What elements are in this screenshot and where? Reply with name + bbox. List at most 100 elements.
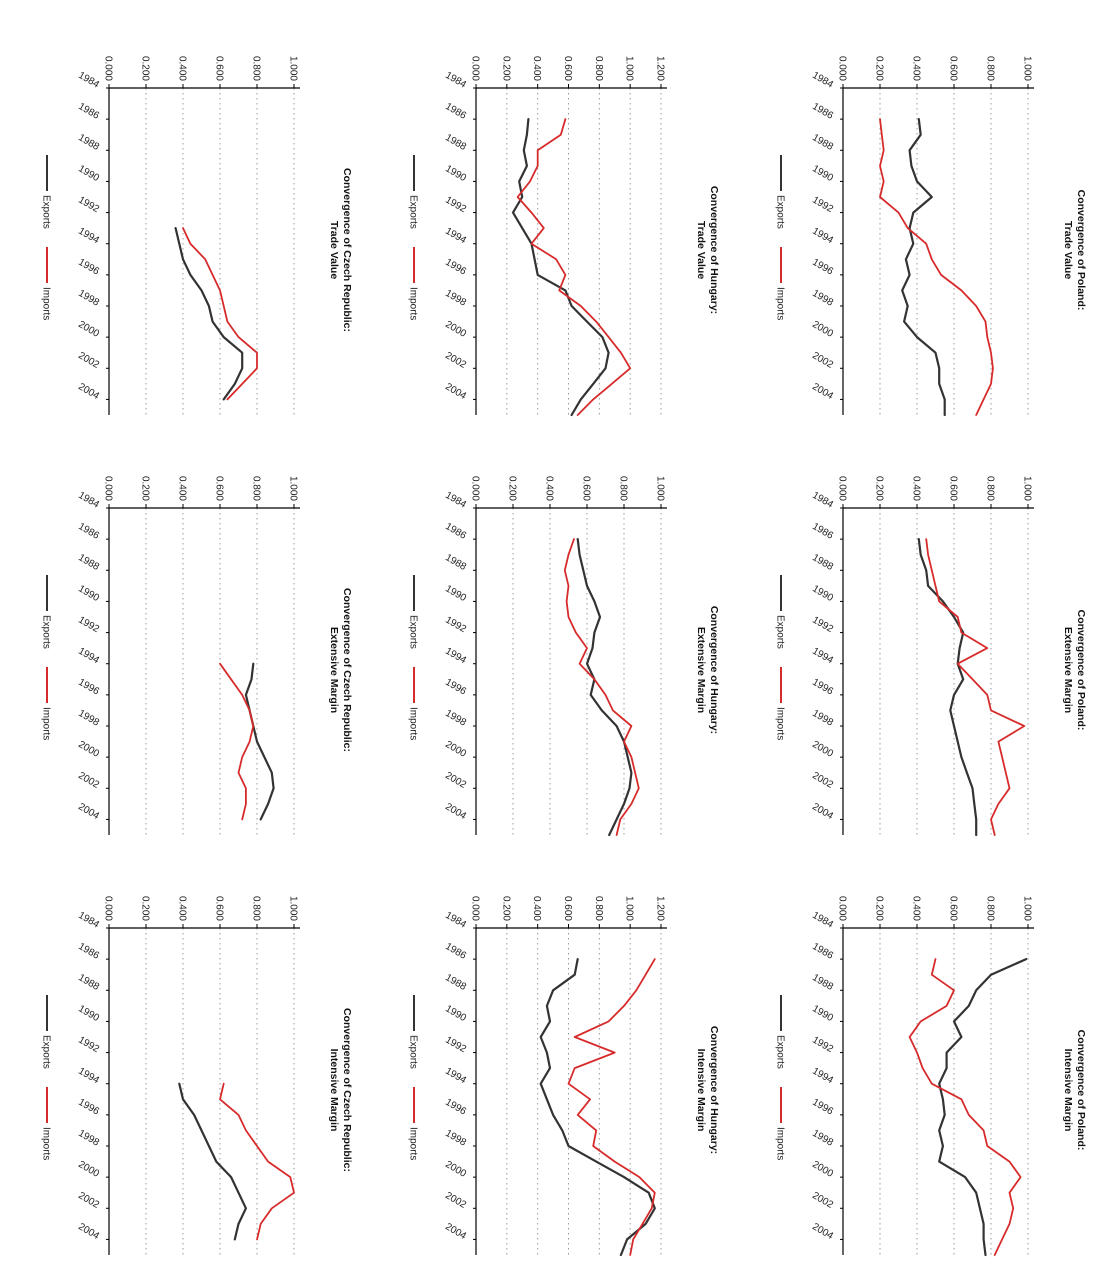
series-exports-line: [938, 958, 1028, 1257]
x-tick-label: 1994: [443, 1066, 468, 1087]
legend-exports-label: Exports: [41, 1035, 52, 1069]
series-exports-line: [576, 538, 633, 837]
x-tick-label: 1988: [76, 972, 101, 993]
y-tick-label: 1.000: [288, 896, 299, 921]
y-tick-label: 0.600: [562, 56, 573, 81]
y-tick-label: 0.400: [531, 56, 542, 81]
x-tick-label: 2002: [810, 1190, 835, 1211]
y-tick-label: 1.000: [288, 56, 299, 81]
chart-panel-2: Convergence of Poland:Extensive Margin 0.…: [775, 476, 1087, 837]
x-tick-label: 2002: [810, 350, 835, 371]
chart-panel-3: Convergence of Poland:Intensive Margin 0.…: [775, 896, 1087, 1257]
y-tick-label: 0.800: [985, 56, 996, 81]
series-imports-line: [516, 118, 632, 416]
chart-subtitle: Extensive Margin: [695, 627, 707, 713]
chart-panel-7: Convergence of Czech Republic:Trade Valu…: [41, 56, 353, 415]
legend-imports-label: Imports: [408, 707, 419, 740]
legend-imports-label: Imports: [41, 287, 52, 320]
x-tick-label: 2004: [443, 801, 468, 822]
x-tick-label: 2004: [810, 381, 835, 402]
x-tick-label: 1986: [810, 521, 835, 542]
legend-imports-label: Imports: [408, 287, 419, 320]
chart-panel-1: Convergence of Poland:Trade Value 0.000 0.…: [775, 56, 1087, 417]
x-tick-label: 1992: [76, 615, 101, 636]
x-tick-label: 1998: [443, 1128, 468, 1149]
y-tick-label: 0.800: [985, 476, 996, 501]
chart-title: Convergence of Czech Republic:: [341, 588, 353, 752]
x-tick-label: 2000: [443, 319, 468, 340]
x-tick-label: 1998: [76, 1128, 101, 1149]
x-tick-label: 1984: [810, 70, 835, 91]
y-tick-label: 1.000: [624, 896, 635, 921]
x-tick-label: 1996: [443, 677, 468, 698]
x-tick-label: 1990: [76, 1003, 101, 1024]
chart-subtitle: Extensive Margin: [328, 627, 340, 713]
x-tick-label: 1998: [76, 288, 101, 309]
y-tick-label: 0.000: [470, 56, 481, 81]
legend-exports-label: Exports: [775, 615, 786, 649]
chart-title: Convergence of Czech Republic:: [341, 1008, 353, 1172]
x-tick-label: 1992: [443, 195, 468, 216]
x-tick-label: 1996: [76, 677, 101, 698]
y-tick-label: 0.600: [562, 896, 573, 921]
series-exports-line: [917, 538, 978, 837]
series-imports-line: [182, 227, 258, 401]
chart-title: Convergence of Hungary:: [708, 1026, 720, 1154]
y-tick-label: 0.000: [103, 56, 114, 81]
x-tick-label: 1990: [76, 583, 101, 604]
y-tick-label: 0.600: [948, 56, 959, 81]
x-tick-label: 1994: [76, 226, 101, 247]
y-tick-label: 0.200: [500, 56, 511, 81]
y-tick-label: 1.000: [1022, 896, 1033, 921]
x-tick-label: 1990: [443, 163, 468, 184]
chart-subtitle: Intensive Margin: [695, 1049, 707, 1132]
x-tick-label: 1986: [443, 941, 468, 962]
x-tick-label: 1998: [443, 708, 468, 729]
y-tick-label: 0.200: [507, 476, 518, 501]
chart-subtitle: Trade Value: [328, 221, 340, 280]
x-tick-label: 1988: [810, 132, 835, 153]
y-tick-label: 0.400: [177, 896, 188, 921]
y-tick-label: 0.000: [837, 896, 848, 921]
chart-panel-8: Convergence of Czech Republic:Extensive …: [41, 476, 353, 835]
x-tick-label: 1986: [810, 941, 835, 962]
y-tick-label: 0.400: [177, 56, 188, 81]
x-tick-label: 2000: [810, 739, 835, 760]
x-tick-label: 1988: [76, 132, 101, 153]
x-tick-label: 1992: [76, 195, 101, 216]
series-exports-line: [539, 958, 656, 1257]
x-tick-label: 2000: [76, 739, 101, 760]
x-tick-label: 2004: [76, 381, 101, 402]
series-exports-line: [244, 662, 275, 821]
y-tick-label: 0.800: [985, 896, 996, 921]
x-tick-label: 1992: [810, 1035, 835, 1056]
legend-exports-label: Exports: [775, 195, 786, 229]
y-tick-label: 0.400: [911, 476, 922, 501]
series-imports-line: [908, 958, 1022, 1256]
x-tick-label: 1984: [810, 910, 835, 931]
x-tick-label: 1994: [810, 1066, 835, 1087]
x-tick-label: 1986: [76, 101, 101, 122]
x-tick-label: 1996: [810, 257, 835, 278]
y-tick-label: 0.600: [214, 56, 225, 81]
x-tick-label: 2000: [810, 1159, 835, 1180]
series-exports-line: [511, 118, 610, 417]
x-tick-label: 1988: [443, 132, 468, 153]
x-tick-label: 1994: [76, 646, 101, 667]
x-tick-label: 1992: [443, 615, 468, 636]
y-tick-label: 1.000: [655, 476, 666, 501]
x-tick-label: 1988: [443, 552, 468, 573]
y-tick-label: 0.800: [593, 896, 604, 921]
chart-subtitle: Trade Value: [1062, 221, 1074, 280]
x-tick-label: 1994: [76, 1066, 101, 1087]
y-tick-label: 0.200: [140, 476, 151, 501]
y-tick-label: 0.800: [618, 476, 629, 501]
x-tick-label: 2002: [443, 1190, 468, 1211]
x-tick-label: 1996: [810, 1097, 835, 1118]
y-tick-label: 1.000: [288, 476, 299, 501]
chart-subtitle: Intensive Margin: [328, 1049, 340, 1132]
y-tick-label: 0.800: [593, 56, 604, 81]
x-tick-label: 1990: [443, 1003, 468, 1024]
x-tick-label: 1984: [443, 490, 468, 511]
